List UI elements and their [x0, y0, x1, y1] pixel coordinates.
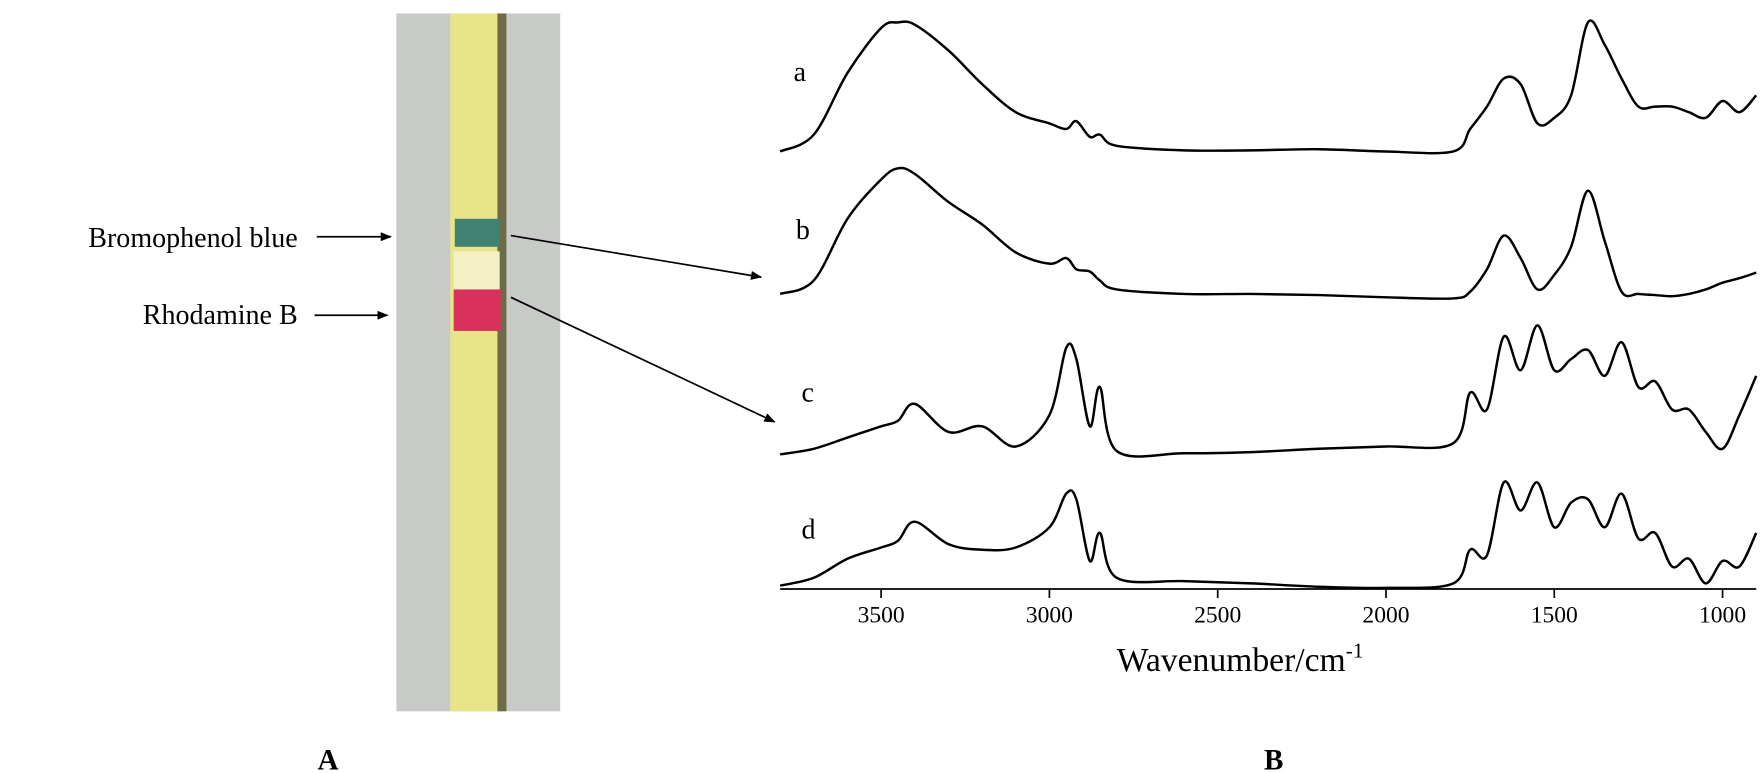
spectrum-line	[779, 324, 1758, 458]
spectrum-line	[779, 480, 1758, 590]
x-axis-label: Wavenumber/cm-1	[1117, 638, 1364, 678]
series-label: d	[801, 515, 815, 546]
x-tick-label: 1500	[1531, 603, 1578, 629]
spectrum-line	[779, 19, 1758, 155]
x-tick-label: 2500	[1194, 603, 1241, 629]
panel-label: A	[317, 745, 338, 773]
series-label: b	[796, 215, 810, 246]
x-tick-label: 3500	[858, 603, 905, 629]
arrow	[510, 234, 763, 280]
x-axis-label-text: Wavenumber/cm	[1117, 642, 1346, 679]
x-axis-label-sup: -1	[1346, 638, 1364, 662]
arrow	[510, 296, 776, 423]
x-tick-label: 2000	[1362, 603, 1409, 629]
spectrum-line	[779, 166, 1757, 300]
x-tick-label: 3000	[1026, 603, 1073, 629]
panel-label: B	[1264, 745, 1283, 773]
spot-label: Bromophenol blue	[88, 223, 297, 254]
tlc-photo	[396, 13, 561, 712]
x-tick-label: 1000	[1699, 603, 1746, 629]
spot-label: Rhodamine B	[143, 300, 298, 331]
series-label: a	[794, 57, 807, 88]
series-label: c	[801, 378, 813, 409]
